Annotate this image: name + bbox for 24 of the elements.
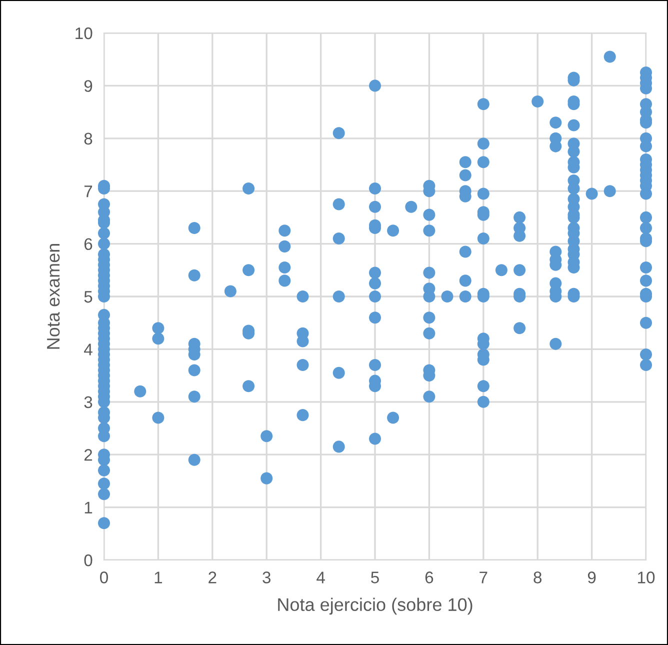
x-tick-label: 6 [425, 572, 434, 584]
y-tick-label: 8 [84, 132, 92, 145]
x-tick-label: 10 [638, 572, 655, 584]
x-tick-label: 2 [208, 572, 216, 584]
x-axis-title: Nota ejercicio (sobre 10) [278, 598, 472, 615]
y-tick-label: 7 [84, 186, 92, 198]
y-tick-label: 2 [84, 449, 92, 461]
x-tick-label: 4 [316, 572, 325, 584]
x-tick-label: 9 [588, 572, 596, 584]
y-tick-label: 3 [84, 396, 92, 408]
y-tick-label: 0 [84, 554, 92, 566]
x-tick-label: 3 [262, 572, 270, 584]
x-tick-label: 7 [480, 572, 488, 584]
x-tick-label: 5 [371, 572, 379, 584]
y-tick-label: 6 [84, 238, 92, 250]
y-tick-label: 5 [84, 291, 92, 303]
y-tick-label: 10 [76, 27, 92, 40]
y-tick-label: 4 [84, 344, 92, 356]
y-tick-label: 9 [84, 80, 92, 92]
x-tick-label: 8 [534, 572, 542, 584]
x-tick-label: 0 [100, 572, 108, 584]
y-tick-label: 1 [84, 502, 92, 514]
y-axis-title: Nota examen [47, 244, 60, 349]
x-tick-label: 1 [154, 572, 162, 584]
